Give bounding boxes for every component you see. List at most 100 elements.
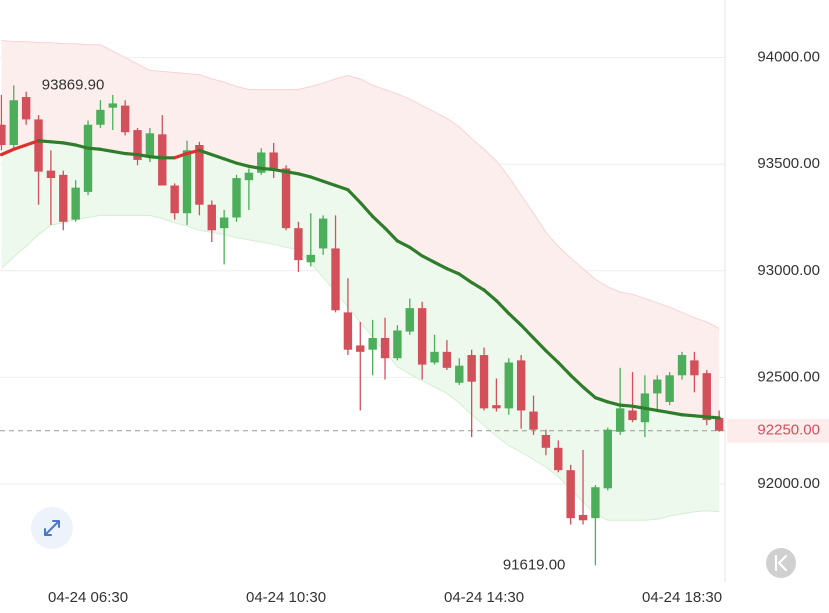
candle-body [306, 254, 315, 263]
candle-body [677, 355, 687, 376]
ma-segment [135, 152, 152, 159]
candle-body [71, 187, 80, 220]
ma-segment [222, 157, 239, 165]
candle-body [615, 408, 625, 432]
ma-segment [0, 147, 16, 157]
ma-segment [24, 139, 41, 147]
ma-segment [148, 155, 164, 160]
ma-segment [519, 323, 536, 340]
candle-body [0, 124, 6, 145]
candle-body [21, 97, 31, 120]
ma-segment [371, 214, 387, 230]
scroll-latest-bg[interactable] [766, 548, 796, 578]
ma-segment [210, 152, 226, 161]
candle-body [516, 360, 526, 411]
x-tick-label: 04-24 14:30 [444, 589, 524, 606]
candle-body [479, 355, 489, 409]
candle-body [331, 248, 340, 311]
candle-body [368, 337, 377, 350]
candle-body [343, 312, 353, 350]
ma-segment [346, 188, 362, 205]
upper-band-line [1, 40, 720, 329]
ma-segment [445, 267, 461, 276]
last-price-label: 92250.00 [757, 422, 820, 439]
ma-segment [420, 254, 437, 264]
ma-segment [668, 411, 684, 417]
candle-body [9, 100, 18, 145]
ma-segment [185, 148, 201, 156]
ma-segment [49, 140, 65, 145]
expand-button[interactable] [31, 507, 73, 549]
ma-segment [296, 172, 313, 179]
candle-body [195, 145, 204, 205]
candle-body [467, 355, 476, 382]
candle-body [108, 103, 117, 108]
ma-segment [680, 413, 697, 418]
candle-body [578, 514, 588, 521]
candle-body [34, 119, 43, 172]
ma-segment [606, 400, 622, 407]
ma-segment [197, 148, 214, 157]
candle-body [269, 152, 278, 169]
ma-segment [74, 143, 90, 150]
ma-segment [309, 175, 325, 183]
ma-segment [507, 311, 523, 327]
ma-segment [86, 146, 103, 151]
x-tick-label: 04-24 10:30 [246, 589, 326, 606]
ma-segment [383, 226, 399, 243]
max-label: 93869.90 [42, 76, 105, 93]
ma-segment [123, 151, 140, 157]
ma-segment [593, 396, 610, 404]
ma-segment [36, 139, 53, 144]
y-tick-label: 92500.00 [757, 368, 820, 385]
ma-segment [581, 385, 598, 400]
candle-body [232, 178, 241, 218]
ma-segment [247, 164, 263, 171]
candle-body [356, 345, 365, 352]
x-tick-label: 04-24 18:30 [642, 589, 722, 606]
candle-body [170, 185, 179, 214]
ma-segment [432, 260, 449, 271]
candle-body [603, 429, 612, 489]
ma-segment [482, 288, 498, 303]
ma-segment [569, 373, 585, 389]
ma-segment [655, 408, 672, 415]
candle-body [591, 487, 600, 519]
candle-body [281, 168, 291, 229]
ma-segment [618, 403, 635, 408]
ma-segment [556, 360, 573, 377]
candle-body [46, 170, 56, 179]
candle-body [690, 360, 699, 376]
ma-segment [630, 404, 647, 410]
ma-segment [284, 170, 300, 176]
candle-body [417, 308, 427, 365]
ma-segment [98, 147, 115, 153]
candle-body [541, 435, 551, 448]
scroll-latest-button[interactable] [766, 548, 796, 578]
ma-segment [234, 161, 251, 168]
ma-segment [544, 349, 560, 365]
candle-body [628, 410, 637, 421]
upper-band-fill [1, 40, 720, 418]
candle-body [393, 330, 402, 359]
y-tick-label: 94000.00 [757, 49, 820, 66]
candle-body [96, 109, 105, 125]
candle-body [714, 417, 724, 431]
candle-body [455, 365, 464, 383]
ma-segment [61, 141, 78, 147]
ma-segment [358, 200, 375, 219]
ma-segment [259, 166, 276, 172]
expand-icon[interactable] [44, 520, 60, 536]
candle-body [653, 379, 662, 394]
candle-body [207, 204, 216, 231]
candle-body [529, 411, 538, 430]
candle-body [59, 174, 68, 222]
y-tick-label: 93000.00 [757, 262, 820, 279]
ma-segment [494, 299, 511, 316]
scroll-latest-icon[interactable] [774, 554, 788, 572]
candle-body [133, 130, 142, 160]
last-price-label-bg [727, 418, 829, 443]
plot-layer: 92000.00 92500.00 93000.00 93500.00 94000.00… [0, 49, 829, 606]
